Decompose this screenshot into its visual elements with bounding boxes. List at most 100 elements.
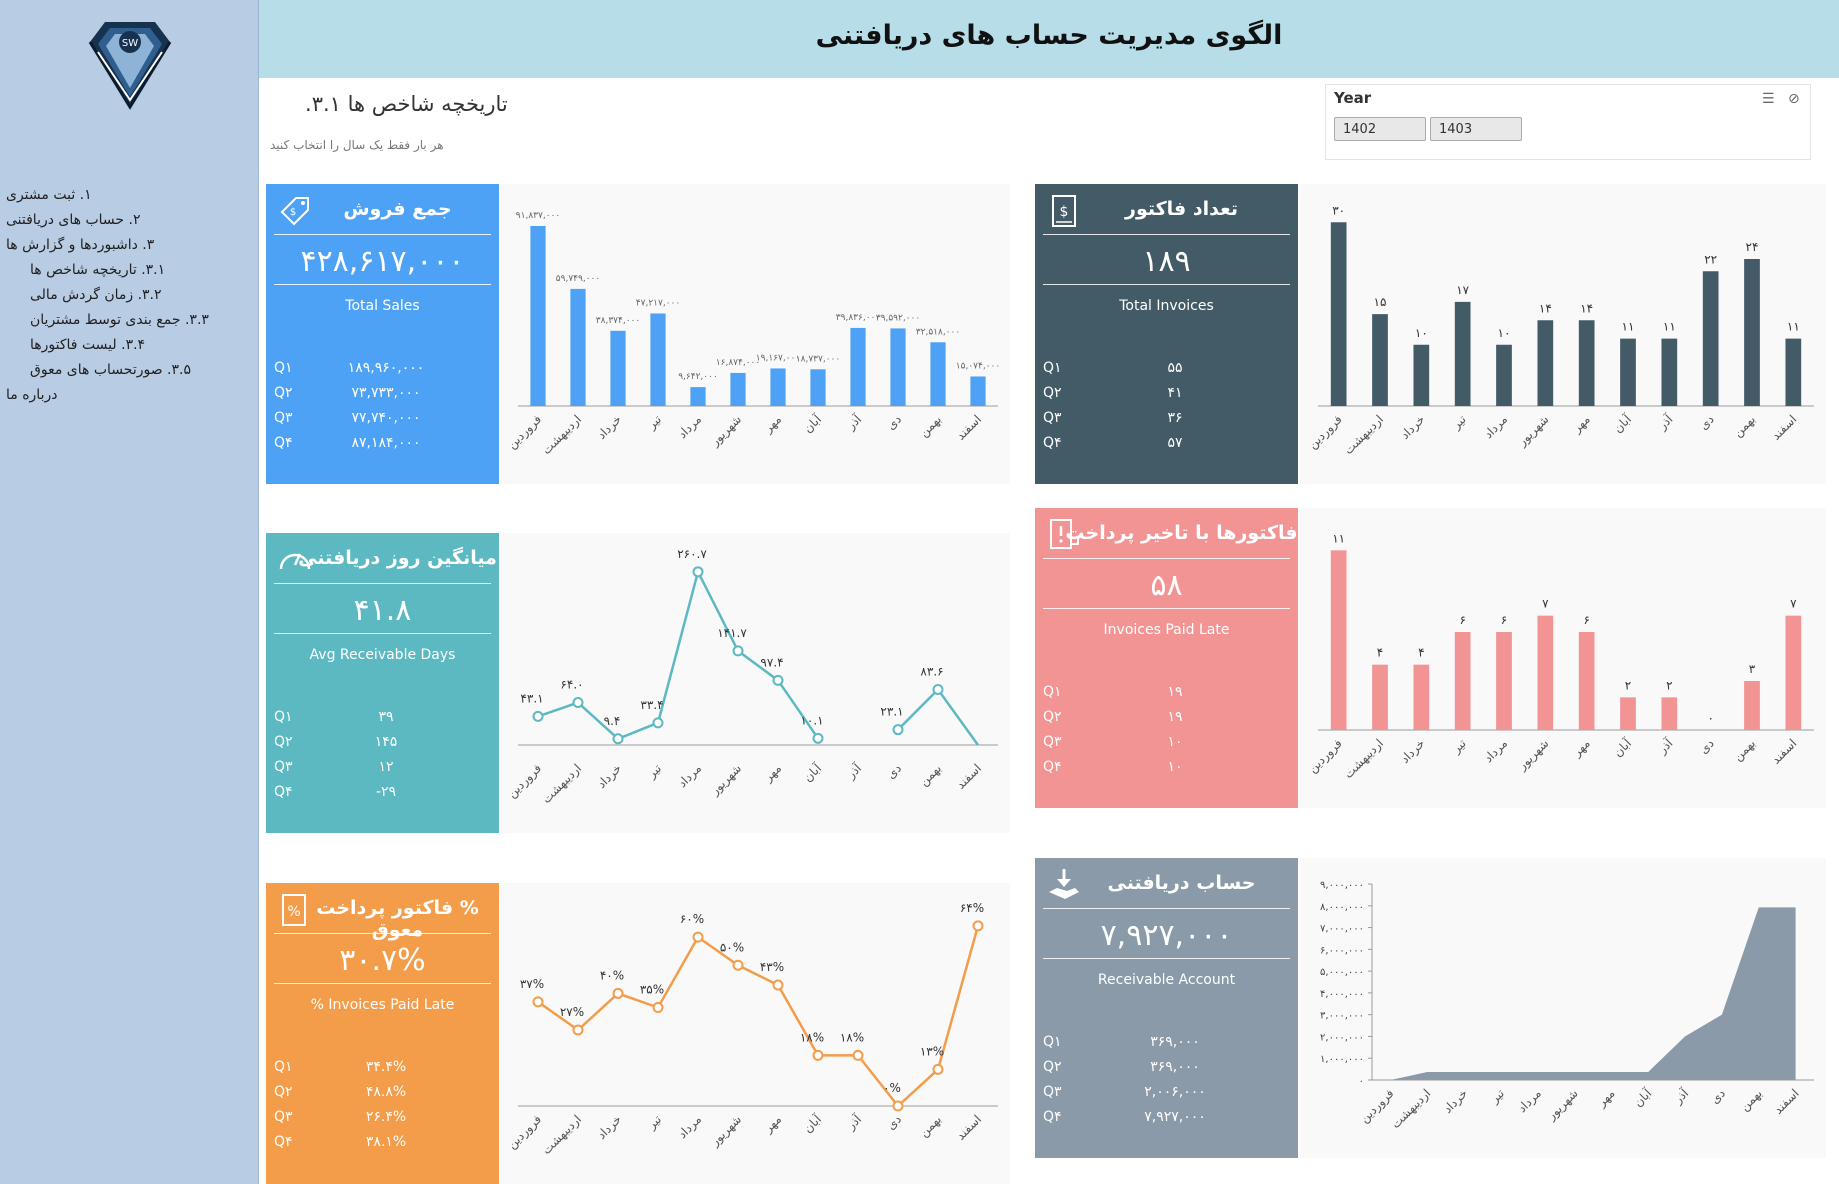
y-tick-label: ۰ bbox=[1359, 1076, 1364, 1087]
data-point bbox=[572, 697, 584, 709]
bar bbox=[770, 368, 786, 406]
data-point bbox=[612, 733, 624, 745]
data-label: ۴۰% bbox=[600, 968, 624, 982]
nav-item-0[interactable]: ۱. ثبت مشتری bbox=[0, 183, 258, 208]
x-tick-label: تیر bbox=[644, 761, 665, 782]
bar bbox=[610, 330, 626, 406]
data-label: ۹,۶۴۲,۰۰۰ bbox=[678, 372, 718, 382]
data-label: ۸۳.۶ bbox=[920, 664, 943, 678]
kpi-subtitle: Total Sales bbox=[345, 298, 420, 314]
quarter-label: Q۴ bbox=[274, 1134, 293, 1150]
nav-item-3[interactable]: ۳.۱. تاریخچه شاخص ها bbox=[0, 258, 258, 283]
data-label: ۱۳% bbox=[920, 1044, 944, 1058]
chart-invoices-paid-late: فروردین اردیبهشت خرداد تیر مرداد شهریور مهر آبا… bbox=[1300, 508, 1826, 808]
y-tick-label: ۴,۰۰۰,۰۰۰ bbox=[1320, 989, 1364, 1000]
nav-item-6[interactable]: ۳.۴. لیست فاکتورها bbox=[0, 333, 258, 358]
kpi-card-total-invoices: تعداد فاکتور $۱۸۹ Total Invoices Q۱ ۵۵ Q۲ ۴۱ Q۳… bbox=[1035, 184, 1298, 484]
kpi-divider bbox=[1043, 234, 1290, 235]
header-title: الگوی مدیریت حساب های دریافتنی bbox=[815, 20, 1283, 51]
data-label: ۳۷% bbox=[520, 977, 544, 991]
x-tick-label: شهریور bbox=[707, 1112, 745, 1150]
x-tick-label: آذر bbox=[843, 760, 866, 783]
data-point bbox=[732, 959, 744, 971]
nav-item-2[interactable]: ۳. داشبوردها و گزارش ها bbox=[0, 233, 258, 258]
quarter-label: Q۱ bbox=[1043, 360, 1062, 376]
multi-select-icon[interactable]: ☰ bbox=[1762, 91, 1775, 107]
data-label: ۴ bbox=[1377, 646, 1383, 660]
data-point bbox=[532, 710, 544, 722]
data-label: ۳۲,۵۱۸,۰۰۰ bbox=[916, 327, 960, 337]
x-tick-label: شهریور bbox=[1514, 736, 1552, 774]
data-label: ۳۹,۸۳۶,۰۰۰ bbox=[836, 313, 880, 323]
quarter-label: Q۱ bbox=[274, 360, 293, 376]
data-label: ۴۳% bbox=[760, 960, 784, 974]
quarter-label: Q۴ bbox=[1043, 435, 1062, 451]
slicer-option-1403[interactable]: 1403 bbox=[1430, 117, 1522, 141]
bar bbox=[1785, 615, 1802, 730]
chart-avg-receivable-days: فروردین اردیبهشت خرداد تیر مرداد شهریور مهر آبا… bbox=[500, 533, 1010, 833]
y-tick-label: ۷,۰۰۰,۰۰۰ bbox=[1320, 924, 1364, 935]
data-point bbox=[892, 1100, 904, 1112]
chart-pct-invoices-paid-late: فروردین اردیبهشت خرداد تیر مرداد شهریور مهر آبا… bbox=[500, 883, 1010, 1184]
nav-item-label: ۳.۲. زمان گردش مالی bbox=[30, 287, 162, 303]
clear-filter-icon[interactable]: ⊘ bbox=[1788, 91, 1800, 107]
bar bbox=[1537, 320, 1554, 406]
bar bbox=[1496, 344, 1512, 406]
bar bbox=[810, 369, 826, 406]
x-tick-label: مهر bbox=[1594, 1086, 1618, 1110]
kpi-divider bbox=[274, 284, 491, 285]
kpi-divider bbox=[274, 983, 491, 984]
data-label: ۱۵,۰۷۴,۰۰۰ bbox=[956, 361, 1000, 371]
bar bbox=[530, 225, 546, 406]
bar bbox=[1744, 259, 1760, 406]
nav-item-8[interactable]: درباره ما bbox=[0, 383, 258, 408]
x-tick-label: آذر bbox=[1670, 1085, 1693, 1108]
data-point bbox=[612, 987, 624, 999]
data-label: ۳۳.۴ bbox=[640, 698, 663, 712]
bar bbox=[1620, 338, 1636, 406]
kpi-card-total-sales: جمع فروش $۴۲۸,۶۱۷,۰۰۰ Total Sales Q۱ ۱۸۹,۹۶۰… bbox=[266, 184, 499, 484]
quarter-value: ۸۷,۱۸۴,۰۰۰ bbox=[351, 435, 421, 451]
area-series bbox=[1390, 907, 1796, 1080]
data-label: ۶۴.۰ bbox=[560, 678, 583, 692]
x-tick-label: اسفند bbox=[953, 412, 984, 443]
slicer-option-1402[interactable]: 1402 bbox=[1334, 117, 1426, 141]
x-tick-label: آبان bbox=[800, 411, 825, 436]
quarter-label: Q۳ bbox=[274, 410, 293, 426]
kpi-value: ۵۸ bbox=[1150, 568, 1183, 603]
data-label: ۹۷.۴ bbox=[760, 655, 783, 669]
kpi-divider bbox=[274, 583, 491, 584]
x-tick-label: مهر bbox=[760, 1112, 784, 1136]
quarter-value: ۳۶۹,۰۰۰ bbox=[1150, 1059, 1200, 1075]
data-point bbox=[692, 931, 704, 943]
data-label: ۵۰% bbox=[720, 940, 744, 954]
x-tick-label: خرداد bbox=[1440, 1086, 1470, 1116]
bar bbox=[1330, 550, 1347, 730]
data-label: ۱۰ bbox=[1498, 326, 1511, 340]
x-tick-label: دی bbox=[1696, 412, 1716, 432]
bar bbox=[1372, 314, 1388, 406]
diamond-logo-icon: SW bbox=[88, 22, 172, 110]
x-tick-label: اردیبهشت bbox=[1341, 736, 1387, 782]
nav-item-7[interactable]: ۳.۵. صورتحساب های معوق bbox=[0, 358, 258, 383]
x-tick-label: خرداد bbox=[594, 1112, 624, 1142]
data-label: ۶۴% bbox=[960, 901, 984, 915]
y-tick-label: ۸,۰۰۰,۰۰۰ bbox=[1320, 902, 1364, 913]
quarter-label: Q۳ bbox=[274, 759, 293, 775]
x-tick-label: شهریور bbox=[707, 412, 745, 450]
kpi-title: حساب دریافتنی bbox=[1107, 872, 1256, 894]
quarter-value: ۲۶.۴% bbox=[365, 1109, 407, 1125]
kpi-subtitle: Receivable Account bbox=[1097, 972, 1236, 988]
nav-item-4[interactable]: ۳.۲. زمان گردش مالی bbox=[0, 283, 258, 308]
data-label: ۲ bbox=[1625, 678, 1631, 692]
kpi-title: میانگین روز دریافتنی bbox=[298, 547, 497, 569]
x-tick-label: اسفند bbox=[1769, 736, 1800, 767]
quarter-label: Q۳ bbox=[1043, 1084, 1062, 1100]
nav-item-1[interactable]: ۲. حساب های دریافتنی bbox=[0, 208, 258, 233]
nav-menu: ۱. ثبت مشتری ۲. حساب های دریافتنی ۳. داشبو… bbox=[0, 183, 258, 408]
x-tick-label: اسفند bbox=[953, 761, 984, 792]
nav-item-5[interactable]: ۳.۳. جمع بندی توسط مشتریان bbox=[0, 308, 258, 333]
